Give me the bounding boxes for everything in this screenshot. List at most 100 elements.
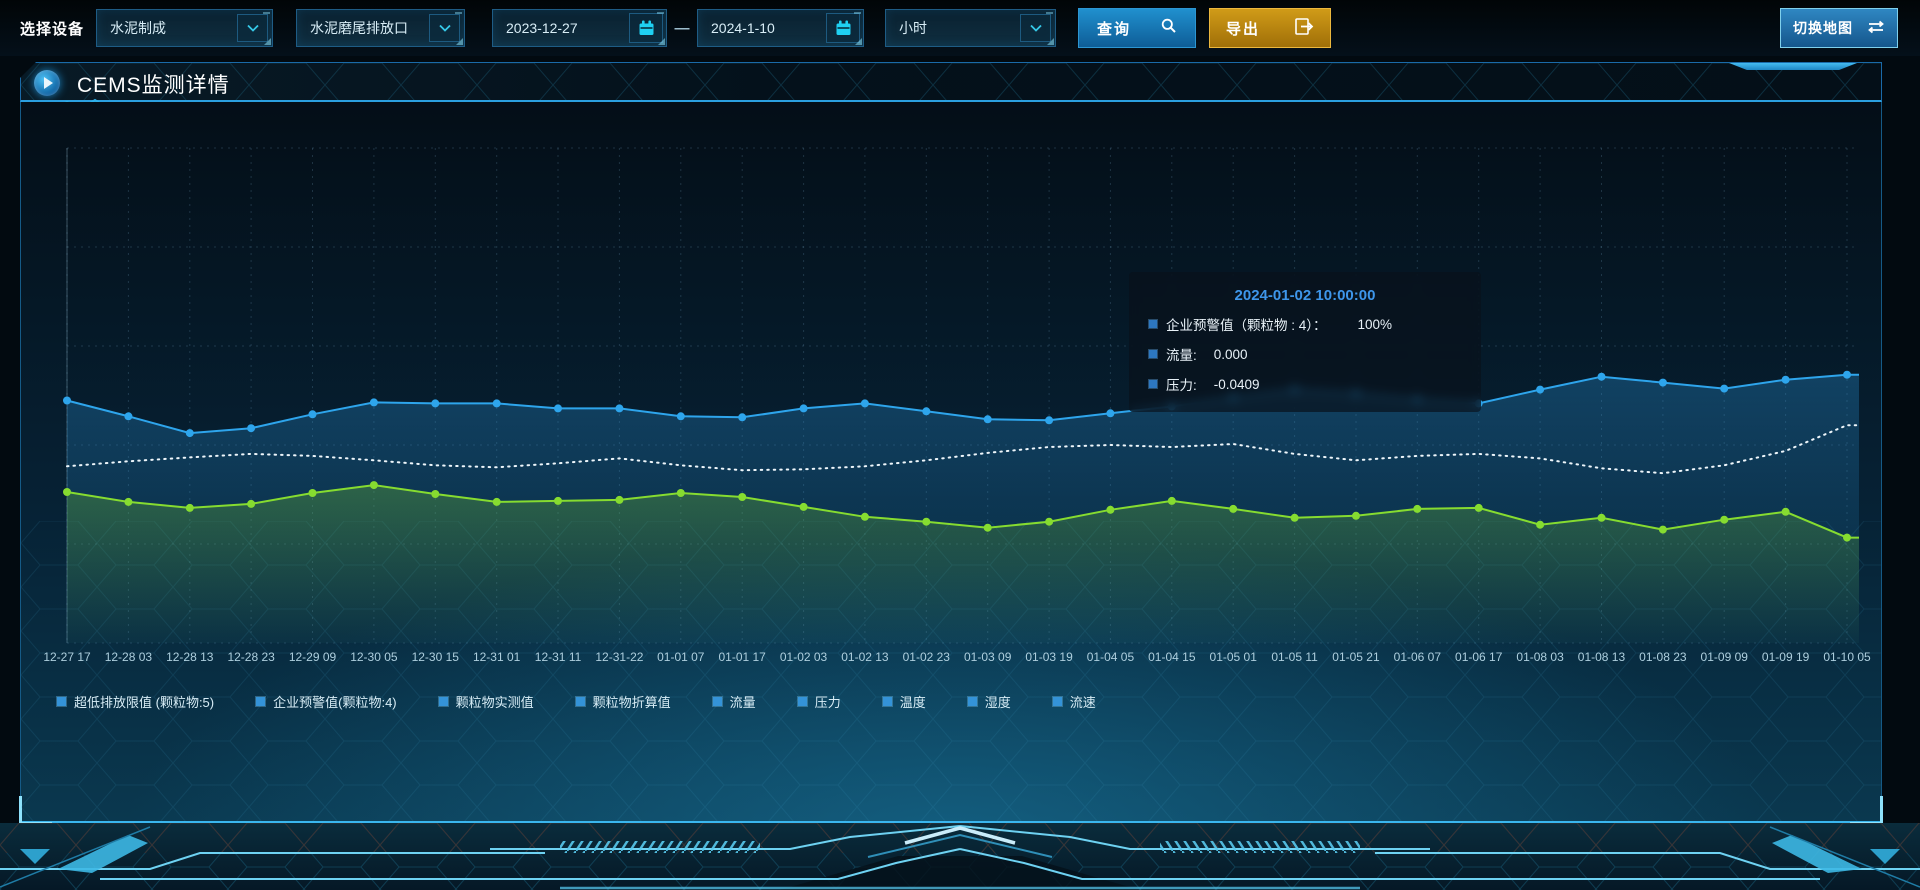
x-axis-label: 01-09 09 xyxy=(1700,650,1748,664)
x-axis-label: 12-28 03 xyxy=(104,650,153,664)
date-range-separator: — xyxy=(674,19,690,37)
query-button[interactable]: 查询 xyxy=(1078,8,1197,48)
legend-marker-icon xyxy=(57,697,66,706)
x-axis-label: 01-08 13 xyxy=(1577,650,1626,664)
chart-legend: 超低排放限值 (颗粒物:5) 企业预警值(颗粒物:4) 颗粒物实测值 颗粒物折算值 流量… xyxy=(57,692,1096,711)
tooltip-row-label: 压力: xyxy=(1166,378,1197,393)
tooltip-marker-icon xyxy=(1149,380,1157,388)
legend-label: 湿度 xyxy=(984,695,1011,710)
x-axis-label: 01-03 09 xyxy=(964,650,1012,664)
legend-marker-icon xyxy=(256,697,266,706)
x-axis-label: 01-02 13 xyxy=(841,650,889,664)
interval-select[interactable]: 小时 xyxy=(885,9,1057,47)
x-axis-label: 01-03 19 xyxy=(1025,650,1073,664)
legend-marker-icon xyxy=(797,697,807,706)
start-date-input[interactable]: 2023-12-27 xyxy=(492,9,668,47)
chart-tooltip: 2024-01-02 10:00:00 企业预警值（颗粒物 : 4）： 100% 流… xyxy=(1129,272,1481,412)
x-axis-label: 01-10 05 xyxy=(1823,650,1871,664)
chevron-down-icon xyxy=(429,14,461,42)
end-date-value: 2024-1-10 xyxy=(711,20,775,36)
x-axis-label: 01-01 07 xyxy=(657,650,705,664)
legend-label: 流量 xyxy=(729,695,756,710)
x-axis-label: 12-30 15 xyxy=(411,650,459,664)
tooltip-row: 企业预警值（颗粒物 : 4）： 100% xyxy=(1149,314,1461,334)
legend-item[interactable]: 湿度 xyxy=(967,692,1011,711)
x-axis-label: 01-09 19 xyxy=(1761,650,1810,664)
end-date-input[interactable]: 2024-1-10 xyxy=(697,9,865,47)
legend-marker-icon xyxy=(967,697,977,706)
footer-decoration xyxy=(0,823,1920,890)
tooltip-marker-icon xyxy=(1149,350,1157,358)
tooltip-row-value: 100% xyxy=(1357,316,1393,332)
legend-label: 温度 xyxy=(899,695,926,710)
x-axis-label: 12-29 09 xyxy=(288,650,337,664)
search-icon xyxy=(1161,18,1177,38)
outlet-select[interactable]: 水泥磨尾排放口 xyxy=(296,9,466,47)
series-area-green-line xyxy=(67,485,1859,643)
topbar: 选择设备 水泥制成 水泥磨尾排放口 2023-12-27 — 2024-1-10 xyxy=(0,0,1920,56)
legend-item[interactable]: 流量 xyxy=(712,692,756,711)
legend-marker-icon xyxy=(1052,697,1062,706)
tooltip-row-label: 企业预警值（颗粒物 : 4）： xyxy=(1166,318,1327,333)
legend-label: 超低排放限值 (颗粒物:5) xyxy=(74,695,215,710)
switch-map-button[interactable]: 切换地图 xyxy=(1780,8,1898,48)
x-axis-label: 01-08 23 xyxy=(1639,650,1687,664)
cems-line-chart[interactable] xyxy=(47,146,1860,646)
x-axis-label: 01-08 03 xyxy=(1516,650,1564,664)
query-button-label: 查询 xyxy=(1097,20,1132,38)
switch-arrows-icon xyxy=(1867,20,1885,37)
legend-item[interactable]: 温度 xyxy=(882,692,926,711)
calendar-icon[interactable] xyxy=(629,13,664,43)
chevron-down-icon xyxy=(1020,14,1052,42)
legend-label: 颗粒物实测值 xyxy=(455,695,534,710)
tooltip-row: 压力: -0.0409 xyxy=(1149,374,1461,394)
x-axis-label: 01-01 17 xyxy=(718,650,766,664)
x-axis-label: 12-28 23 xyxy=(227,650,275,664)
tooltip-row: 流量: 0.000 xyxy=(1149,344,1461,364)
x-axis-label: 01-04 05 xyxy=(1086,650,1135,664)
start-date-value: 2023-12-27 xyxy=(506,20,578,36)
legend-label: 压力 xyxy=(814,695,841,710)
x-axis-label: 01-04 15 xyxy=(1148,650,1196,664)
x-axis: 12-27 17 12-28 03 12-28 13 12-28 23 12-29 09… xyxy=(43,650,1870,666)
series-line-dotted-white-line xyxy=(66,424,1860,475)
tooltip-row-label: 流量: xyxy=(1166,348,1197,363)
legend-item[interactable]: 压力 xyxy=(797,692,841,711)
outlet-select-value: 水泥磨尾排放口 xyxy=(310,20,409,36)
x-axis-label: 12-31 01 xyxy=(472,650,521,664)
x-axis-label: 01-02 03 xyxy=(779,650,828,664)
tooltip-title: 2024-01-02 10:00:00 xyxy=(1234,287,1376,304)
tooltip-marker-icon xyxy=(1149,320,1157,328)
switch-map-label: 切换地图 xyxy=(1793,20,1853,36)
legend-label: 流速 xyxy=(1069,695,1096,710)
export-icon xyxy=(1295,17,1314,39)
tooltip-row-value: 0.000 xyxy=(1213,346,1248,362)
legend-item[interactable]: 流速 xyxy=(1052,692,1096,711)
legend-item[interactable]: 颗粒物实测值 xyxy=(438,692,534,711)
interval-select-value: 小时 xyxy=(899,20,928,36)
legend-item[interactable]: 颗粒物折算值 xyxy=(575,692,671,711)
calendar-icon[interactable] xyxy=(826,13,861,43)
legend-marker-icon xyxy=(882,697,892,706)
chevron-down-icon xyxy=(237,14,269,42)
legend-item[interactable]: 超低排放限值 (颗粒物:5) xyxy=(57,692,214,711)
cems-panel: 12-27 17 12-28 03 12-28 13 12-28 23 12-29 09… xyxy=(19,102,1883,825)
x-axis-label: 01-02 23 xyxy=(902,650,950,664)
device-type-select[interactable]: 水泥制成 xyxy=(96,9,274,47)
panel-header: CEMS监测详情 xyxy=(20,62,1882,102)
x-axis-label: 12-31-22 xyxy=(595,650,644,664)
x-axis-label: 12-27 17 xyxy=(43,650,91,664)
header-notch-decoration xyxy=(1729,63,1857,70)
x-axis-label: 12-30 05 xyxy=(350,650,398,664)
legend-marker-icon xyxy=(712,697,722,706)
legend-label: 企业预警值(颗粒物:4) xyxy=(273,695,397,710)
x-axis-label: 01-06 07 xyxy=(1393,650,1442,664)
export-button[interactable]: 导出 xyxy=(1209,8,1332,48)
legend-item[interactable]: 企业预警值(颗粒物:4) xyxy=(256,692,397,711)
x-axis-label: 12-31 11 xyxy=(534,650,582,664)
tooltip-row-value: -0.0409 xyxy=(1213,376,1260,392)
device-select-label: 选择设备 xyxy=(20,20,85,38)
x-axis-label: 01-06 17 xyxy=(1455,650,1503,664)
hex-pattern-decoration xyxy=(21,63,1881,100)
panel-title: CEMS监测详情 xyxy=(77,74,230,97)
